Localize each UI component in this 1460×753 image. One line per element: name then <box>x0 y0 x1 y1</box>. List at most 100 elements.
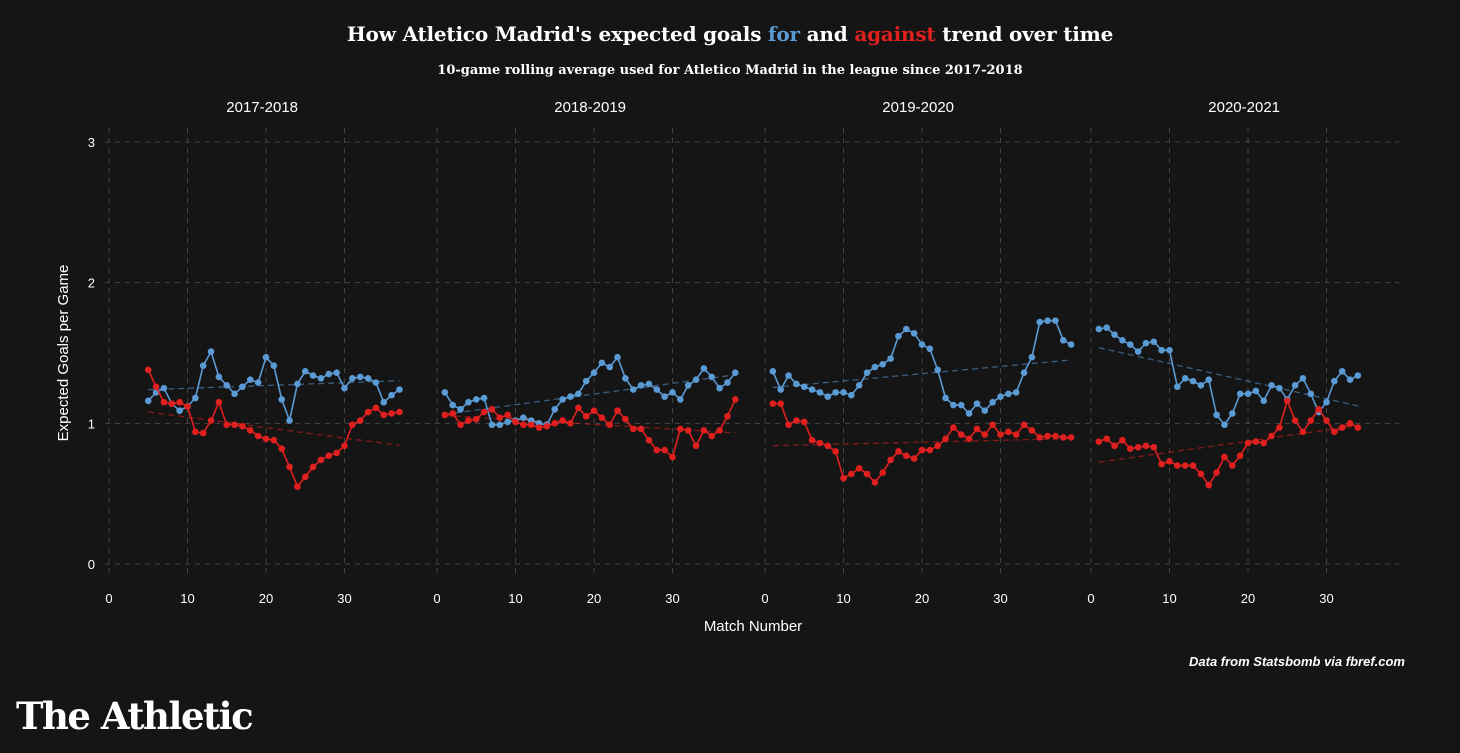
data-point-against <box>1126 445 1134 452</box>
data-point-for <box>793 380 800 388</box>
data-point-for <box>1268 382 1275 389</box>
title-part-2: and <box>799 22 855 46</box>
data-point-against <box>1036 434 1044 441</box>
data-point-against <box>294 483 301 490</box>
data-point-against <box>653 446 661 454</box>
data-point-for <box>1012 389 1020 396</box>
trendline-against-2020-2021 <box>1098 424 1358 463</box>
series-line-for-2018-2019 <box>444 355 736 426</box>
data-point-for <box>1189 377 1197 385</box>
data-point-for <box>1005 390 1012 398</box>
trendline-against-2018-2019 <box>444 414 736 434</box>
data-point-against <box>629 425 637 433</box>
data-point-against <box>871 479 879 486</box>
data-point-for <box>1291 382 1299 389</box>
data-point-for <box>708 373 716 381</box>
data-point-against <box>184 403 191 410</box>
data-point-against <box>1020 421 1028 429</box>
data-point-against <box>1174 462 1181 469</box>
data-point-against <box>1044 432 1051 440</box>
data-point-against <box>942 435 949 443</box>
data-point-against <box>1268 432 1275 440</box>
data-point-against <box>832 448 839 455</box>
data-point-for <box>567 393 574 400</box>
data-point-against <box>989 421 996 429</box>
data-point-for <box>863 369 871 376</box>
data-point-for <box>732 369 739 376</box>
data-point-for <box>309 372 317 379</box>
data-point-for <box>349 375 356 382</box>
trendline-for-2017-2018 <box>148 380 400 391</box>
data-point-against <box>824 442 832 450</box>
data-point-against <box>793 417 800 424</box>
data-point-for <box>816 389 824 396</box>
data-point-for <box>1221 421 1228 429</box>
data-point-against <box>1142 442 1150 450</box>
data-point-against <box>480 408 488 416</box>
data-point-for <box>1323 398 1330 406</box>
data-point-for <box>278 396 286 403</box>
data-point-against <box>1166 458 1173 465</box>
data-point-against <box>840 474 847 482</box>
x-tick-label: 10 <box>836 591 850 606</box>
data-point-against <box>349 421 356 429</box>
data-point-against <box>669 453 676 461</box>
data-point-for <box>333 369 340 376</box>
data-point-for <box>380 398 388 406</box>
data-point-for <box>879 360 887 368</box>
data-point-against <box>1111 442 1118 450</box>
data-point-for <box>262 353 270 361</box>
data-point-for <box>239 383 246 391</box>
data-point-for <box>294 380 301 388</box>
data-point-against <box>879 469 887 476</box>
data-point-against <box>441 411 449 419</box>
data-point-for <box>1119 337 1126 344</box>
data-point-against <box>1354 424 1362 431</box>
data-point-for <box>559 396 566 403</box>
data-point-against <box>1028 427 1036 434</box>
data-point-against <box>981 431 989 438</box>
x-tick-label: 30 <box>337 591 351 606</box>
y-tick-label: 2 <box>88 276 95 291</box>
facet-label: 2020-2021 <box>1208 99 1280 116</box>
data-point-against <box>254 432 262 440</box>
data-point-against <box>239 422 246 430</box>
data-point-against <box>160 398 168 406</box>
data-point-for <box>504 418 511 426</box>
data-point-against <box>1213 469 1220 476</box>
data-point-for <box>598 359 606 367</box>
y-tick-label: 0 <box>88 557 95 572</box>
x-tick-label: 20 <box>1241 591 1255 606</box>
data-point-against <box>309 463 317 471</box>
data-point-against <box>192 428 199 436</box>
data-point-against <box>380 411 388 419</box>
data-point-for <box>1229 410 1236 417</box>
data-point-against <box>808 436 816 444</box>
data-point-for <box>1111 331 1118 339</box>
data-point-against <box>1236 452 1244 459</box>
data-point-against <box>301 473 309 481</box>
data-point-against <box>535 424 543 431</box>
data-point-for <box>1354 372 1362 379</box>
data-point-against <box>1197 470 1205 478</box>
data-point-for <box>396 386 403 393</box>
data-point-for <box>832 389 839 396</box>
data-point-against <box>1299 428 1307 436</box>
data-point-against <box>965 435 973 443</box>
data-point-for <box>848 391 855 399</box>
data-point-for <box>997 393 1004 400</box>
data-point-against <box>341 442 348 450</box>
data-point-against <box>488 405 496 413</box>
data-point-for <box>910 330 918 337</box>
data-point-for <box>231 390 238 398</box>
data-point-against <box>262 435 270 443</box>
data-point-against <box>223 421 231 429</box>
data-point-against <box>1252 438 1260 445</box>
data-point-against <box>317 456 325 464</box>
data-point-for <box>785 372 792 379</box>
series-layer <box>144 317 1362 490</box>
x-tick-label: 0 <box>1087 591 1094 606</box>
data-point-against <box>724 413 731 420</box>
data-point-against <box>325 452 333 459</box>
